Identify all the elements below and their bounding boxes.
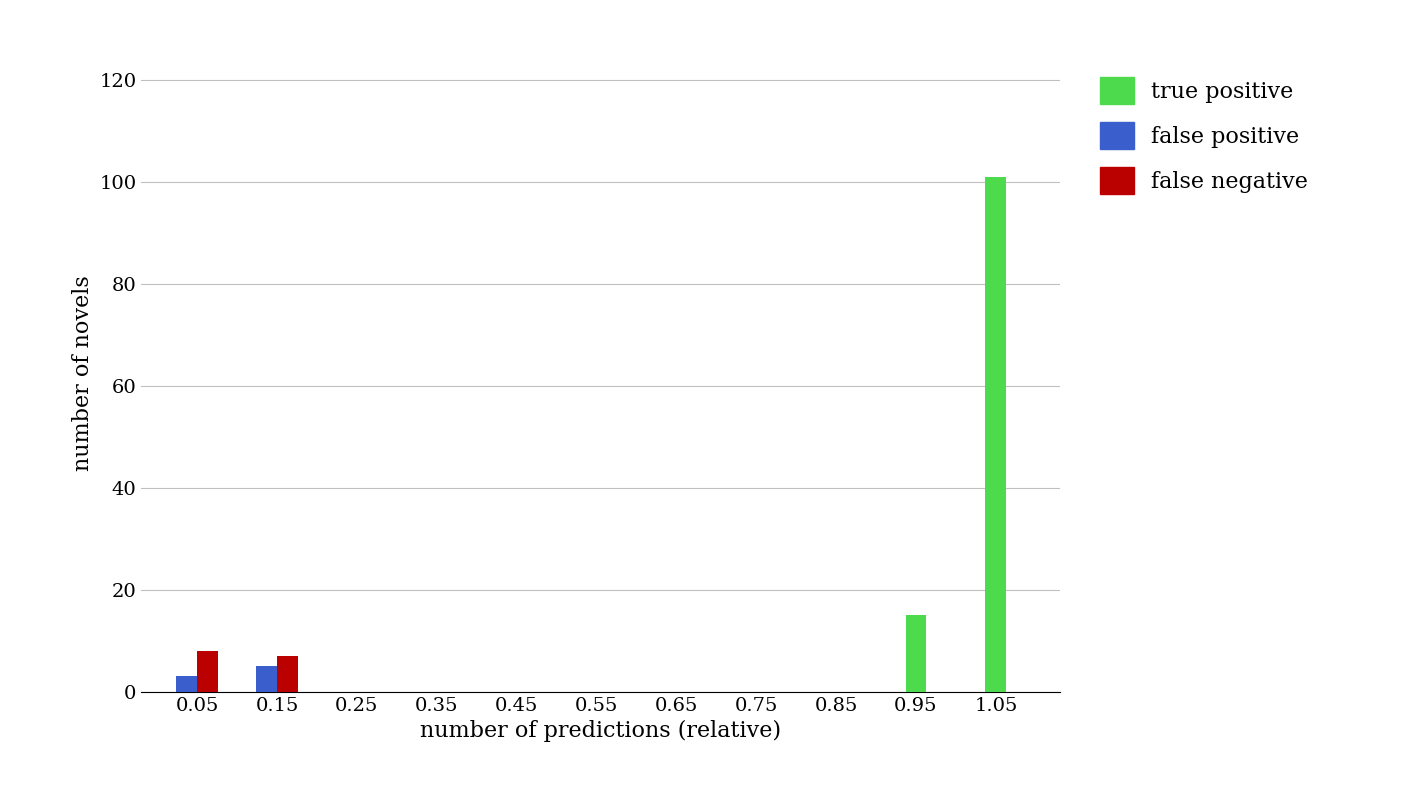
Bar <box>177 677 198 692</box>
Legend: true positive, false positive, false negative: true positive, false positive, false neg… <box>1089 66 1320 205</box>
X-axis label: number of predictions (relative): number of predictions (relative) <box>420 720 781 742</box>
Bar <box>277 656 298 692</box>
Bar <box>198 651 218 692</box>
Bar <box>256 667 277 692</box>
Bar <box>906 615 927 692</box>
Y-axis label: number of novels: number of novels <box>72 275 93 472</box>
Bar <box>985 178 1006 692</box>
